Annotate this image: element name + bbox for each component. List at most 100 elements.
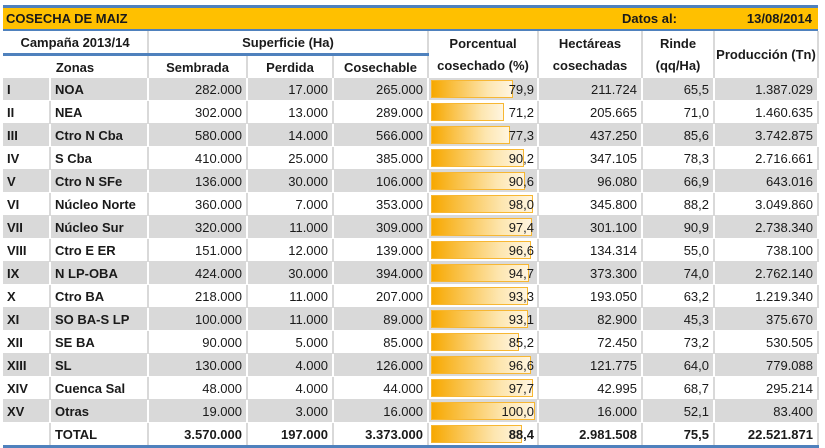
cell-pct: 90,2 bbox=[428, 146, 539, 170]
cell-pct: 98,0 bbox=[428, 192, 539, 216]
cell-prod: 3.049.860 bbox=[714, 192, 819, 216]
cell-yield: 45,3 bbox=[642, 307, 715, 331]
pct-bar bbox=[431, 264, 530, 282]
cell-harv: 385.000 bbox=[333, 146, 429, 170]
cell-pct: 93,3 bbox=[428, 284, 539, 308]
cell-sown: 136.000 bbox=[148, 169, 248, 193]
cell-sown: 151.000 bbox=[148, 238, 248, 262]
cell-yield: 64,0 bbox=[642, 353, 715, 377]
cell-harv: 89.000 bbox=[333, 307, 429, 331]
cell-harv: 106.000 bbox=[333, 169, 429, 193]
pct-value: 85,2 bbox=[508, 334, 534, 350]
cell-pct: 85,2 bbox=[428, 330, 539, 354]
pct-bar bbox=[431, 379, 533, 397]
pct-value: 97,4 bbox=[508, 219, 534, 235]
pct-bar bbox=[431, 195, 533, 213]
cell-harv: 289.000 bbox=[333, 100, 429, 124]
cell-yield: 75,5 bbox=[642, 422, 715, 448]
cell-yield: 85,6 bbox=[642, 123, 715, 147]
cell-prod: 295.214 bbox=[714, 376, 819, 400]
cell-prod: 83.400 bbox=[714, 399, 819, 423]
cell-lost: 4.000 bbox=[247, 353, 334, 377]
cell-num: IV bbox=[3, 146, 51, 170]
pct-value: 88,4 bbox=[508, 426, 534, 442]
cell-harv: 126.000 bbox=[333, 353, 429, 377]
cell-sown: 48.000 bbox=[148, 376, 248, 400]
cell-num: X bbox=[3, 284, 51, 308]
cell-prod: 2.762.140 bbox=[714, 261, 819, 285]
pct-bar bbox=[431, 402, 535, 420]
cell-num: IX bbox=[3, 261, 51, 285]
cell-yield: 52,1 bbox=[642, 399, 715, 423]
cell-num: VIII bbox=[3, 238, 51, 262]
cell-zone: S Cba bbox=[50, 146, 149, 170]
sown-header: Sembrada bbox=[148, 54, 248, 78]
cell-pct: 100,0 bbox=[428, 399, 539, 423]
cell-yield: 63,2 bbox=[642, 284, 715, 308]
zones-header: Zonas bbox=[3, 54, 149, 78]
cell-harv: 353.000 bbox=[333, 192, 429, 216]
cell-sown: 90.000 bbox=[148, 330, 248, 354]
cell-yield: 55,0 bbox=[642, 238, 715, 262]
cell-num: XIII bbox=[3, 353, 51, 377]
cell-zone: Ctro N SFe bbox=[50, 169, 149, 193]
cell-lost: 11.000 bbox=[247, 215, 334, 239]
cell-harv: 16.000 bbox=[333, 399, 429, 423]
pct-value: 94,7 bbox=[508, 265, 534, 281]
production-header: Producción (Tn) bbox=[714, 31, 819, 78]
cell-pct: 96,6 bbox=[428, 353, 539, 377]
pct-bar bbox=[431, 287, 528, 305]
pct-bar bbox=[431, 172, 525, 190]
table-row: I NOA 282.000 17.000 265.000 79,9 211.724 65,5 1… bbox=[3, 78, 819, 101]
cell-lost: 13.000 bbox=[247, 100, 334, 124]
cell-lost: 11.000 bbox=[247, 307, 334, 331]
cell-zone: Núcleo Norte bbox=[50, 192, 149, 216]
cell-pct: 88,4 bbox=[428, 422, 539, 448]
total-row: TOTAL 3.570.000 197.000 3.373.000 88,4 2.981.… bbox=[3, 422, 819, 448]
table-row: V Ctro N SFe 136.000 30.000 106.000 90,6 96.08… bbox=[3, 169, 819, 193]
cell-sown: 218.000 bbox=[148, 284, 248, 308]
cell-zone: SL bbox=[50, 353, 149, 377]
cell-num: VI bbox=[3, 192, 51, 216]
cell-pct: 97,4 bbox=[428, 215, 539, 239]
campaign-header: Campaña 2013/14 bbox=[3, 31, 149, 56]
cell-num: I bbox=[3, 78, 51, 101]
harvestable-header: Cosechable bbox=[333, 54, 429, 78]
pct-bar bbox=[431, 310, 528, 328]
harvest-report: COSECHA DE MAIZ Datos al: 13/08/2014 Cam… bbox=[3, 5, 819, 448]
cell-ha: 211.724 bbox=[538, 78, 643, 101]
cell-ha: 205.665 bbox=[538, 100, 643, 124]
cell-ha: 16.000 bbox=[538, 399, 643, 423]
cell-ha: 2.981.508 bbox=[538, 422, 643, 448]
cell-zone: Cuenca Sal bbox=[50, 376, 149, 400]
cell-prod: 2.716.661 bbox=[714, 146, 819, 170]
cell-ha: 373.300 bbox=[538, 261, 643, 285]
cell-prod: 375.670 bbox=[714, 307, 819, 331]
cell-yield: 73,2 bbox=[642, 330, 715, 354]
cell-yield: 66,9 bbox=[642, 169, 715, 193]
cell-sown: 100.000 bbox=[148, 307, 248, 331]
pct-value: 96,6 bbox=[508, 357, 534, 373]
pct-bar bbox=[431, 149, 525, 167]
cell-lost: 3.000 bbox=[247, 399, 334, 423]
pct-value: 93,1 bbox=[508, 311, 534, 327]
cell-lost: 17.000 bbox=[247, 78, 334, 101]
cell-pct: 94,7 bbox=[428, 261, 539, 285]
cell-prod: 779.088 bbox=[714, 353, 819, 377]
pct-bar bbox=[431, 333, 520, 351]
cell-sown: 3.570.000 bbox=[148, 422, 248, 448]
cell-ha: 345.800 bbox=[538, 192, 643, 216]
cell-lost: 25.000 bbox=[247, 146, 334, 170]
cell-sown: 19.000 bbox=[148, 399, 248, 423]
cell-num: III bbox=[3, 123, 51, 147]
date-label: Datos al: bbox=[622, 11, 677, 26]
cell-sown: 424.000 bbox=[148, 261, 248, 285]
title-bar: COSECHA DE MAIZ Datos al: 13/08/2014 bbox=[3, 8, 818, 31]
cell-num: XI bbox=[3, 307, 51, 331]
cell-ha: 347.105 bbox=[538, 146, 643, 170]
table-row: IX N LP-OBA 424.000 30.000 394.000 94,7 373.30… bbox=[3, 261, 819, 285]
harvest-table: Campaña 2013/14 Superficie (Ha) Porcentu… bbox=[3, 31, 819, 448]
cell-yield: 71,0 bbox=[642, 100, 715, 124]
cell-lost: 4.000 bbox=[247, 376, 334, 400]
table-row: II NEA 302.000 13.000 289.000 71,2 205.665 71,0… bbox=[3, 100, 819, 124]
